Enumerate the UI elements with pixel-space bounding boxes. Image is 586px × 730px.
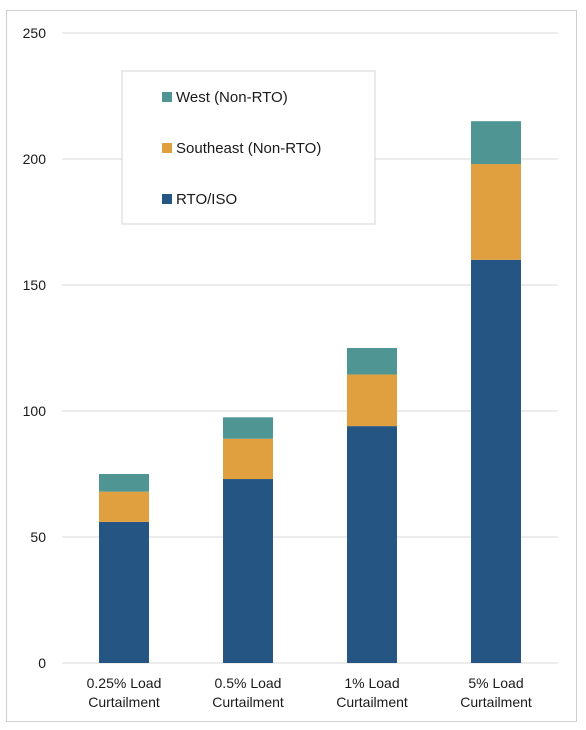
bar-segment-west-non-rto <box>471 121 521 165</box>
x-category-label: Curtailment <box>88 694 160 710</box>
legend-label: West (Non-RTO) <box>176 89 288 106</box>
x-category-label: 0.25% Load <box>87 675 162 691</box>
bar-segment-southeast-non-rto <box>471 164 521 260</box>
legend-swatch <box>162 143 172 153</box>
bar-segment-rto-iso <box>347 426 397 663</box>
bar-segment-west-non-rto <box>99 474 149 492</box>
x-category-label: 0.5% Load <box>215 675 282 691</box>
bar-segment-west-non-rto <box>223 417 273 439</box>
y-tick-label: 250 <box>23 25 47 41</box>
bar-segment-southeast-non-rto <box>347 374 397 427</box>
bar-segment-rto-iso <box>223 479 273 663</box>
bar-segment-rto-iso <box>99 521 149 663</box>
bar-segment-southeast-non-rto <box>223 438 273 480</box>
x-category-label: 1% Load <box>344 675 399 691</box>
x-category-label: 5% Load <box>468 675 523 691</box>
y-tick-label: 0 <box>38 655 46 671</box>
x-category-label: Curtailment <box>460 694 532 710</box>
legend: West (Non-RTO) Southeast (Non-RTO) RTO/ISO <box>121 70 376 225</box>
bar-segment-southeast-non-rto <box>99 491 149 522</box>
y-tick-label: 50 <box>30 529 46 545</box>
legend-swatch <box>162 194 172 204</box>
x-category-label: Curtailment <box>212 694 284 710</box>
y-tick-label: 200 <box>23 151 47 167</box>
y-axis-ticks: 0 50 100 150 200 250 <box>23 25 47 671</box>
x-axis-categories: 0.25% Load Curtailment 0.5% Load Curtailmen… <box>87 675 532 710</box>
y-tick-label: 100 <box>23 403 47 419</box>
bar-segment-west-non-rto <box>347 348 397 375</box>
y-tick-label: 150 <box>23 277 47 293</box>
bar-segment-rto-iso <box>471 259 521 663</box>
bars <box>99 121 521 663</box>
legend-label: RTO/ISO <box>176 191 237 208</box>
legend-swatch <box>162 92 172 102</box>
legend-label: Southeast (Non-RTO) <box>176 140 321 157</box>
x-category-label: Curtailment <box>336 694 408 710</box>
